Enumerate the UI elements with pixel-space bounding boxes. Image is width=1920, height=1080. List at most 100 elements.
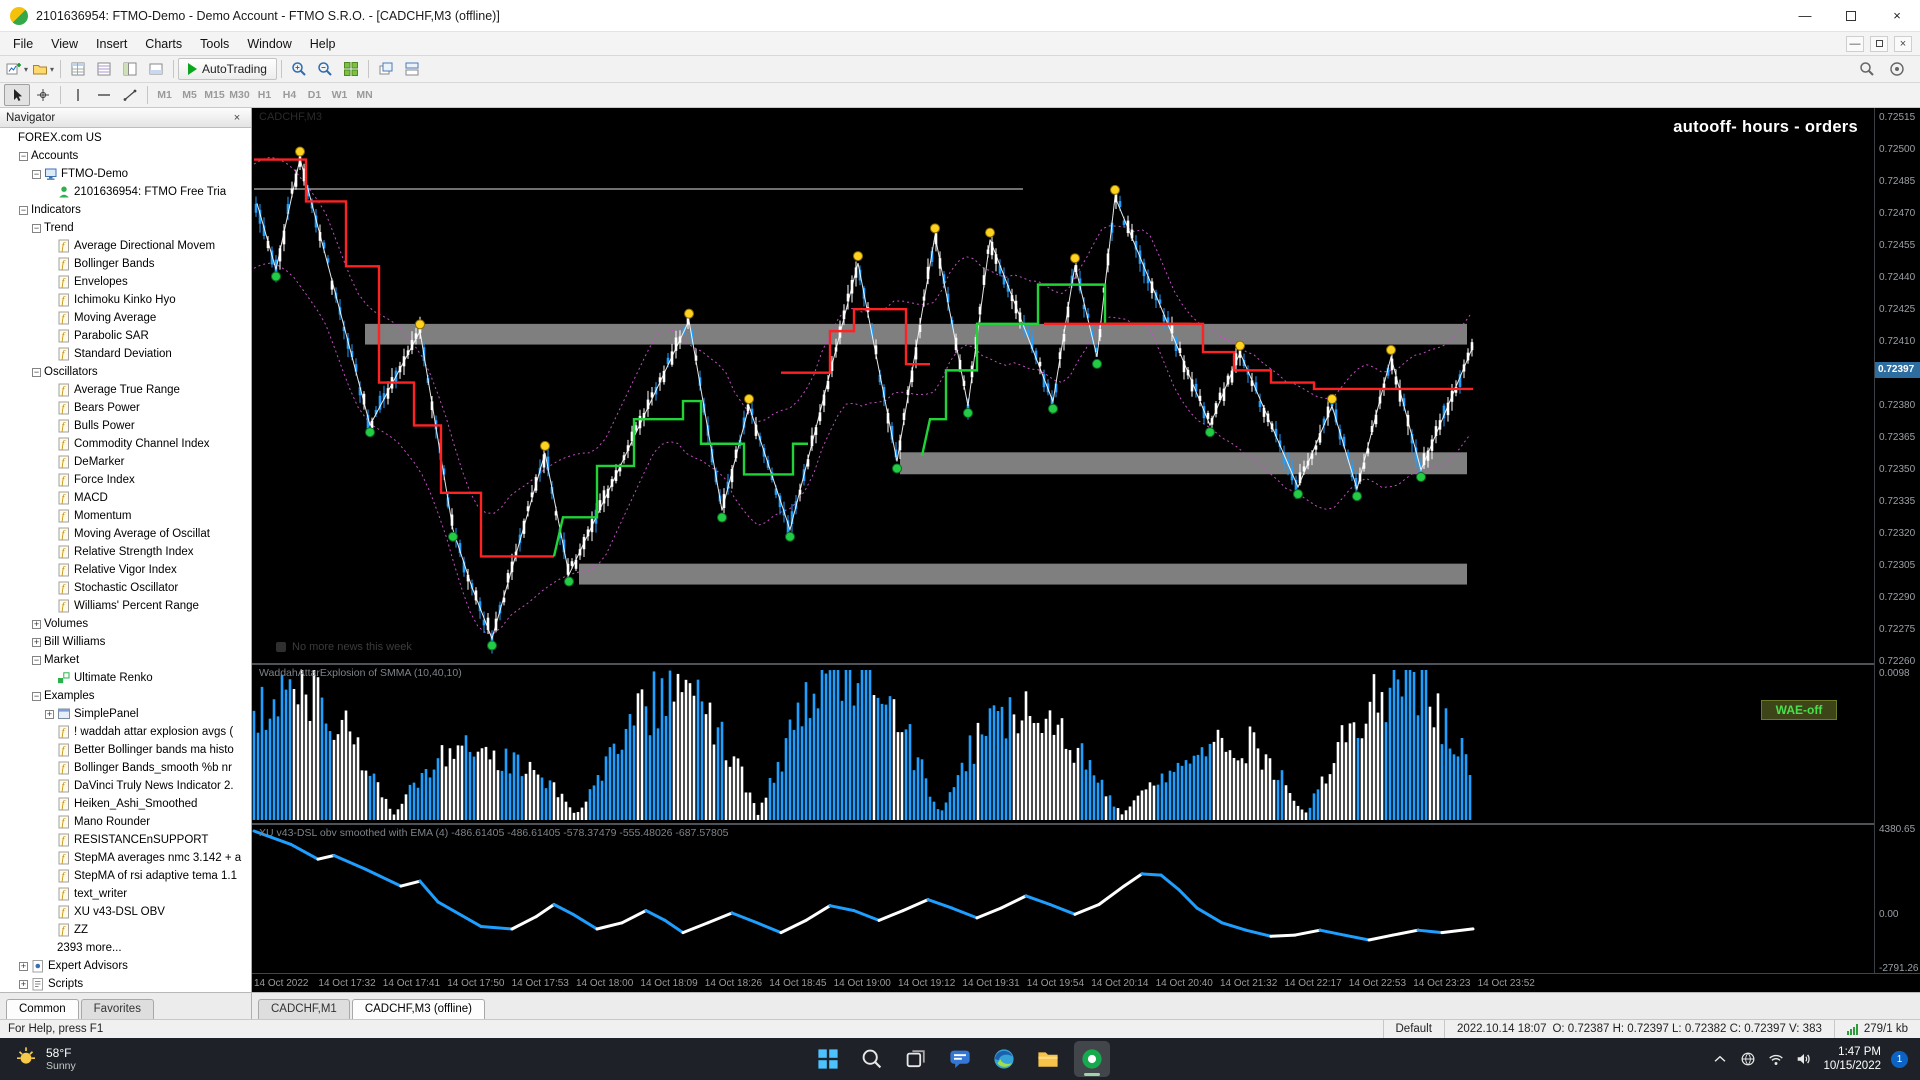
taskbar-search-icon[interactable] (854, 1041, 890, 1077)
hline-tool-button[interactable] (91, 84, 117, 106)
navigator-item[interactable]: − Oscillators (0, 363, 251, 381)
navigator-item[interactable]: f Bollinger Bands_smooth %b nr (0, 759, 251, 777)
navigator-item[interactable]: f Average True Range (0, 381, 251, 399)
tree-expand-icon[interactable]: + (19, 978, 28, 989)
navigator-item[interactable]: − Trend (0, 219, 251, 237)
tree-expand-icon[interactable]: − (32, 690, 41, 701)
navigator-item[interactable]: + Scripts (0, 975, 251, 992)
navigator-item[interactable]: f Standard Deviation (0, 345, 251, 363)
navigator-item[interactable]: f DeMarker (0, 453, 251, 471)
tree-expand-icon[interactable]: − (32, 168, 41, 179)
navigator-item[interactable]: f StepMA averages nmc 3.142 + a (0, 849, 251, 867)
trendline-tool-button[interactable] (117, 84, 143, 106)
navigator-item[interactable]: f MACD (0, 489, 251, 507)
menu-help[interactable]: Help (309, 36, 336, 51)
navigator-item[interactable]: + Expert Advisors (0, 957, 251, 975)
tray-wifi-icon[interactable] (1767, 1050, 1785, 1068)
navigator-item[interactable]: f Relative Vigor Index (0, 561, 251, 579)
edge-icon[interactable] (986, 1041, 1022, 1077)
navigator-item[interactable]: 2393 more... (0, 939, 251, 957)
tree-expand-icon[interactable]: + (45, 708, 54, 719)
tile-windows-button[interactable] (338, 58, 364, 80)
timeframe-M15[interactable]: M15 (204, 89, 225, 101)
navigator-panel-button[interactable] (117, 58, 143, 80)
navigator-item[interactable]: f StepMA of rsi adaptive tema 1.1 (0, 867, 251, 885)
navigator-item[interactable]: f Bollinger Bands (0, 255, 251, 273)
status-profile[interactable]: Default (1382, 1020, 1444, 1038)
zoom-out-button[interactable] (312, 58, 338, 80)
community-icon[interactable] (1884, 58, 1910, 80)
navigator-item[interactable]: f Mano Rounder (0, 813, 251, 831)
navigator-item[interactable]: − Examples (0, 687, 251, 705)
tree-expand-icon[interactable]: − (19, 204, 28, 215)
pane-separator[interactable] (252, 663, 1920, 665)
chart-tab[interactable]: CADCHF,M1 (258, 999, 350, 1019)
chart-window[interactable]: 0.72515 0.72500 0.72485 0.72470 0.72455 0.724… (252, 108, 1920, 992)
timeframe-M30[interactable]: M30 (229, 89, 250, 101)
navigator-item[interactable]: − Market (0, 651, 251, 669)
navigator-item[interactable]: Ultimate Renko (0, 669, 251, 687)
task-view-icon[interactable] (898, 1041, 934, 1077)
navigator-tab-favorites[interactable]: Favorites (80, 999, 154, 1019)
tree-expand-icon[interactable]: + (32, 636, 41, 647)
tray-chevron-up-icon[interactable] (1711, 1050, 1729, 1068)
navigator-item[interactable]: − Indicators (0, 201, 251, 219)
timeframe-MN[interactable]: MN (356, 89, 373, 101)
timeframe-H1[interactable]: H1 (257, 89, 272, 101)
navigator-item[interactable]: f ZZ (0, 921, 251, 939)
chat-icon[interactable] (942, 1041, 978, 1077)
tree-expand-icon[interactable]: − (19, 150, 28, 161)
crosshair-tool-button[interactable] (30, 84, 56, 106)
navigator-item[interactable]: f Heiken_Ashi_Smoothed (0, 795, 251, 813)
navigator-item[interactable]: f Ichimoku Kinko Hyo (0, 291, 251, 309)
tray-network-icon[interactable] (1739, 1050, 1757, 1068)
navigator-item[interactable]: f Parabolic SAR (0, 327, 251, 345)
terminal-panel-button[interactable] (143, 58, 169, 80)
tree-expand-icon[interactable]: − (32, 654, 41, 665)
taskbar-weather-widget[interactable]: 58°F Sunny (0, 1045, 76, 1074)
navigator-item[interactable]: + Bill Williams (0, 633, 251, 651)
navigator-item[interactable]: f Williams' Percent Range (0, 597, 251, 615)
timeframe-D1[interactable]: D1 (307, 89, 322, 101)
navigator-item[interactable]: f Commodity Channel Index (0, 435, 251, 453)
navigator-item[interactable]: + Volumes (0, 615, 251, 633)
autotrading-button[interactable]: AutoTrading (178, 58, 277, 80)
navigator-item[interactable]: f Bulls Power (0, 417, 251, 435)
navigator-item[interactable]: f RESISTANCEnSUPPORT (0, 831, 251, 849)
navigator-close-icon[interactable]: × (233, 111, 241, 124)
active-app-icon[interactable] (1074, 1041, 1110, 1077)
menu-file[interactable]: File (13, 36, 34, 51)
pane-separator[interactable] (252, 823, 1920, 825)
navigator-item[interactable]: − FTMO-Demo (0, 165, 251, 183)
navigator-item[interactable]: f Relative Strength Index (0, 543, 251, 561)
tree-expand-icon[interactable]: − (32, 366, 41, 377)
chart-minimize-button[interactable]: — (1846, 35, 1864, 52)
chart-restore-button[interactable] (1870, 35, 1888, 52)
navigator-item[interactable]: f Bears Power (0, 399, 251, 417)
profiles-button[interactable]: ▾ (30, 58, 56, 80)
menu-charts[interactable]: Charts (145, 36, 183, 51)
cursor-tool-button[interactable] (4, 84, 30, 106)
navigator-item[interactable]: − Accounts (0, 147, 251, 165)
chart-close-button[interactable]: × (1894, 35, 1912, 52)
navigator-item[interactable]: f Better Bollinger bands ma histo (0, 741, 251, 759)
navigator-item[interactable]: f ! waddah attar explosion avgs ( (0, 723, 251, 741)
tree-expand-icon[interactable]: + (19, 960, 28, 971)
start-button[interactable] (810, 1041, 846, 1077)
window-close-button[interactable]: × (1893, 8, 1901, 23)
navigator-item[interactable]: f Stochastic Oscillator (0, 579, 251, 597)
window-maximize-button[interactable] (1828, 0, 1874, 31)
navigator-item[interactable]: f Average Directional Movem (0, 237, 251, 255)
navigator-item[interactable]: f Moving Average (0, 309, 251, 327)
menu-window[interactable]: Window (247, 36, 292, 51)
navigator-item[interactable]: FOREX.com US (0, 129, 251, 147)
tray-volume-icon[interactable] (1795, 1050, 1813, 1068)
navigator-item[interactable]: f Force Index (0, 471, 251, 489)
arrange-vertical-button[interactable] (399, 58, 425, 80)
menu-view[interactable]: View (51, 36, 79, 51)
navigator-tab-common[interactable]: Common (6, 999, 79, 1019)
navigator-item[interactable]: f Envelopes (0, 273, 251, 291)
new-chart-button[interactable]: ▾ (4, 58, 30, 80)
chart-canvas[interactable] (252, 108, 1874, 973)
menu-insert[interactable]: Insert (96, 36, 128, 51)
